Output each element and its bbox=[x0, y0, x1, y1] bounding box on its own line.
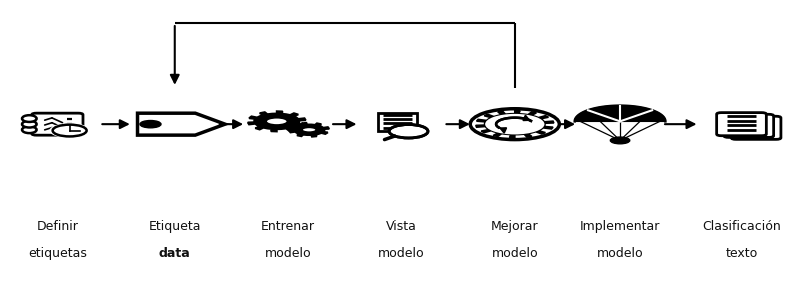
Text: modelo: modelo bbox=[265, 247, 311, 260]
Text: Entrenar: Entrenar bbox=[261, 220, 315, 233]
Circle shape bbox=[389, 125, 428, 138]
Text: texto: texto bbox=[725, 247, 757, 260]
Polygon shape bbox=[476, 111, 554, 138]
Text: Clasificación: Clasificación bbox=[702, 220, 781, 233]
Text: modelo: modelo bbox=[491, 247, 539, 260]
FancyBboxPatch shape bbox=[732, 116, 781, 139]
Circle shape bbox=[485, 114, 544, 135]
FancyBboxPatch shape bbox=[717, 113, 766, 136]
Text: Etiqueta: Etiqueta bbox=[148, 220, 201, 233]
Polygon shape bbox=[575, 106, 665, 121]
Circle shape bbox=[50, 124, 89, 137]
Text: Implementar: Implementar bbox=[580, 220, 660, 233]
Text: Definir: Definir bbox=[36, 220, 79, 233]
Circle shape bbox=[302, 127, 316, 132]
Polygon shape bbox=[289, 123, 329, 137]
Text: Vista: Vista bbox=[386, 220, 417, 233]
Text: data: data bbox=[159, 247, 191, 260]
Polygon shape bbox=[138, 113, 225, 135]
Text: modelo: modelo bbox=[378, 247, 425, 260]
Text: Mejorar: Mejorar bbox=[491, 220, 539, 233]
Text: etiquetas: etiquetas bbox=[28, 247, 87, 260]
FancyBboxPatch shape bbox=[378, 113, 417, 131]
Ellipse shape bbox=[22, 121, 36, 127]
Ellipse shape bbox=[22, 126, 36, 133]
Circle shape bbox=[266, 118, 288, 125]
Polygon shape bbox=[248, 111, 306, 131]
Ellipse shape bbox=[22, 115, 36, 122]
Circle shape bbox=[611, 137, 630, 144]
FancyBboxPatch shape bbox=[32, 113, 83, 135]
FancyBboxPatch shape bbox=[724, 114, 774, 137]
Text: modelo: modelo bbox=[597, 247, 643, 260]
Circle shape bbox=[140, 120, 161, 128]
